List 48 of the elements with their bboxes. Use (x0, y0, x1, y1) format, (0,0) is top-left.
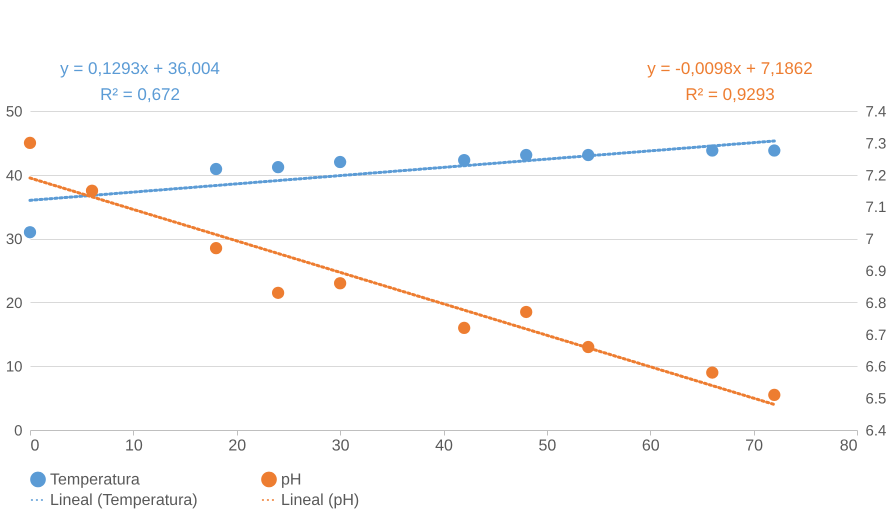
point (24, 226, 36, 238)
x-tick-label: 60 (642, 438, 660, 454)
y2-tick-label: 6.8 (866, 294, 886, 312)
legend-label: pH (281, 471, 302, 488)
legend-label: Temperatura (50, 471, 140, 488)
point (768, 144, 780, 157)
point (768, 388, 780, 402)
x-tick-label: 40 (435, 438, 453, 454)
y2-tick-label: 6.7 (866, 326, 886, 344)
point (706, 366, 718, 379)
y2-tick-label: 7.4 (866, 104, 886, 120)
x-tick-label: 70 (745, 438, 764, 454)
x-tick-label: 30 (332, 438, 350, 454)
point (86, 184, 98, 197)
point (334, 156, 346, 168)
y-tick-label: 10 (6, 358, 22, 376)
legend-label: Lineal (Temperatura) (50, 492, 198, 509)
x-tick-label: 50 (538, 438, 556, 454)
text: y = -0,0098x + 7,1862 R² = 0,9293 (647, 59, 813, 104)
x-tick-label: 0 (30, 438, 40, 454)
y2-tick-label: 7 (866, 231, 874, 248)
y2-tick-label: 7.2 (866, 167, 886, 184)
y2-tick-label: 6.5 (866, 390, 886, 408)
point (210, 242, 222, 254)
y2-tick-label: 6.9 (866, 263, 886, 280)
y-tick-label: 20 (6, 294, 22, 312)
y2-tick-label: 6.4 (866, 422, 886, 440)
point (458, 322, 470, 334)
x-tick-label: 10 (124, 438, 143, 454)
text: y = 0,1293x + 36,004 R² = 0,672 (60, 59, 220, 104)
point (458, 154, 470, 166)
point (520, 306, 532, 318)
y2-tick-label: 7.1 (866, 199, 886, 216)
y2-tick-label: 6.6 (866, 358, 886, 376)
y-tick-label: 50 (6, 104, 22, 120)
y-tick-label: 30 (6, 231, 22, 248)
y2-tick-label: 7.3 (866, 135, 886, 152)
point (24, 136, 36, 150)
x-tick-label: 20 (228, 438, 246, 454)
point (272, 286, 284, 299)
point (210, 162, 222, 176)
point (272, 161, 284, 174)
point (334, 277, 346, 290)
x-tick-label: 80 (840, 438, 858, 454)
legend-label: Lineal (pH) (281, 492, 360, 509)
y-tick-label: 40 (6, 167, 22, 184)
point (520, 148, 532, 162)
y-tick-label: 0 (14, 422, 22, 440)
